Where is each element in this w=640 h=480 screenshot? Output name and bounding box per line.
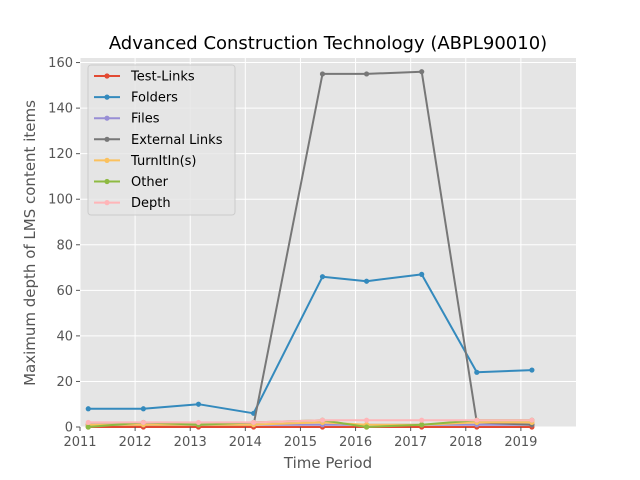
data-point-folders: [529, 367, 535, 373]
legend-item: Files: [94, 112, 160, 127]
legend-marker: [104, 200, 110, 206]
y-tick-label: 20: [56, 375, 73, 390]
data-point-folders: [419, 271, 425, 277]
y-tick-label: 60: [56, 284, 73, 299]
data-point-depth: [363, 417, 370, 423]
data-point-depth: [529, 417, 535, 423]
legend-marker: [104, 73, 110, 79]
x-tick-label: 2015: [284, 435, 317, 450]
data-point-depth: [319, 417, 326, 423]
legend-marker: [104, 157, 110, 163]
x-axis: 2011 2012 2013 2014 2015 2016 2017 2018 2019: [63, 427, 537, 450]
legend-label: Test-Links: [130, 70, 195, 85]
y-tick-label: 0: [65, 421, 73, 436]
x-tick-label: 2013: [174, 435, 207, 450]
data-point-depth: [474, 417, 480, 423]
legend-item: Other: [94, 175, 169, 190]
legend-marker: [104, 136, 110, 142]
legend-item: Folders: [94, 91, 178, 106]
legend-marker: [104, 178, 110, 185]
x-tick-label: 2011: [63, 435, 96, 450]
data-point-depth: [251, 419, 257, 426]
legend-label: Other: [131, 175, 169, 190]
legend-label: Folders: [131, 91, 178, 106]
legend-marker: [104, 94, 110, 100]
series-depth: [85, 417, 535, 426]
x-tick-label: 2019: [504, 435, 537, 450]
x-tick-label: 2017: [394, 435, 427, 450]
y-tick-label: 100: [48, 193, 73, 208]
x-tick-label: 2014: [229, 435, 262, 450]
x-tick-label: 2016: [339, 435, 372, 450]
series-folders: [85, 271, 535, 416]
data-point-other: [419, 422, 425, 428]
legend-marker: [104, 115, 110, 121]
legend: Test-Links Folders Files External Links Turn…: [87, 64, 236, 216]
legend-item: External Links: [94, 133, 223, 148]
data-point-other: [363, 424, 370, 430]
legend-label: Files: [131, 112, 160, 127]
legend-label: Depth: [131, 196, 171, 211]
y-tick-label: 80: [56, 238, 73, 253]
legend-box: [87, 64, 236, 216]
x-tick-label: 2012: [119, 435, 152, 450]
legend-label: External Links: [131, 133, 223, 148]
data-point-external-links: [419, 69, 425, 75]
data-point-folders: [363, 278, 370, 284]
legend-item: TurnItIn(s): [94, 154, 196, 169]
legend-item: Depth: [94, 196, 171, 211]
chart-title: Advanced Construction Technology (ABPL90…: [109, 33, 547, 54]
y-tick-label: 40: [56, 329, 73, 344]
data-point-folders: [85, 406, 91, 412]
legend-label: TurnItIn(s): [130, 154, 196, 169]
x-axis-label: Time Period: [283, 454, 372, 472]
legend-item: Test-Links: [94, 70, 195, 85]
x-tick-label: 2018: [449, 435, 482, 450]
data-point-depth: [195, 419, 202, 426]
series-layer: [85, 69, 535, 430]
data-point-depth: [85, 419, 91, 426]
data-point-folders: [319, 274, 326, 280]
data-point-depth: [140, 419, 146, 426]
data-point-other: [85, 424, 91, 430]
data-point-depth: [419, 417, 425, 423]
data-point-folders: [195, 401, 202, 407]
data-point-external-links: [363, 71, 370, 77]
y-axis-label: Maximum depth of LMS content items: [21, 100, 39, 386]
data-point-folders: [140, 406, 146, 412]
data-point-folders: [474, 369, 480, 375]
y-tick-label: 120: [48, 147, 73, 162]
data-point-external-links: [319, 71, 326, 77]
y-tick-label: 160: [48, 56, 73, 71]
y-tick-label: 140: [48, 102, 73, 117]
y-axis: 0 20 40 60 80 100 120 140 160: [48, 56, 80, 436]
